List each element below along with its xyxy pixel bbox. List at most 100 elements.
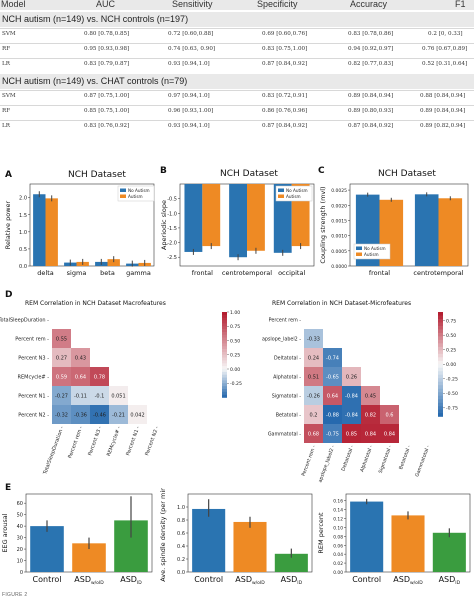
cell-value: 0.78 <box>94 374 105 380</box>
cell-value: -0.84 <box>345 412 358 418</box>
cell-value: 0.84 <box>365 431 376 437</box>
bar <box>233 521 267 572</box>
row-label: REMcycle# - <box>18 375 50 381</box>
y-tick-label: 0.10 <box>333 525 343 531</box>
y-tick-label: 0.00 <box>333 570 343 576</box>
colorbar-segment <box>438 381 443 386</box>
colorbar-segment <box>438 371 443 375</box>
col-label: Deltatotal - <box>340 444 355 472</box>
bar <box>33 194 46 266</box>
cell-value: 0.24 <box>308 355 319 361</box>
x-tick-subscript: ID <box>455 580 460 586</box>
y-axis-label: REM percent <box>317 512 325 554</box>
row-label: Percent rem - <box>269 318 302 324</box>
col-header-sensitivity: Sensitivity <box>172 0 213 9</box>
y-tick-label: 1.0 <box>177 505 185 511</box>
colorbar-segment <box>222 386 227 390</box>
legend-label: Autism <box>128 194 143 199</box>
y-tick-label: 30 <box>17 536 23 542</box>
heatmap-cell <box>90 367 109 386</box>
colorbar-segment <box>438 346 443 351</box>
heatmap-cell <box>323 405 342 424</box>
y-axis-label: Relative power <box>4 200 12 249</box>
colorbar-segment <box>438 318 443 323</box>
cell-value: 0.64 <box>327 393 338 399</box>
colorbar-segment <box>222 383 227 387</box>
colorbar-segment <box>438 332 443 337</box>
colorbar-segment <box>222 374 227 378</box>
cell-value: 0.85 <box>346 431 357 437</box>
cell-value: 0.59 <box>56 374 67 380</box>
x-tick-label: gamma <box>126 269 151 277</box>
col-header-specificity: Specificity <box>257 0 298 9</box>
y-tick-label: 0.0 <box>19 264 27 270</box>
heatmap-cell <box>52 348 71 367</box>
row-label: Gammatotal - <box>268 432 301 438</box>
col-label: apslope_label2 - <box>317 444 336 483</box>
panel-d-left-title: REM Correlation in NCH Dataset Macrofeat… <box>25 300 166 307</box>
x-tick-label: centrotemporal <box>222 269 272 277</box>
y-tick-label: 0.02 <box>333 561 343 567</box>
table-header: Model AUC Sensitivity Specificity Accura… <box>0 0 474 10</box>
y-tick-label: 1.0 <box>19 230 27 236</box>
bar <box>432 532 466 572</box>
colorbar-segment <box>438 385 443 389</box>
legend-box <box>275 185 313 202</box>
legend-label: Autism <box>364 252 379 257</box>
colorbar-tick-label: 0.75 <box>446 319 456 325</box>
figure-caption: FIGURE 2 <box>2 592 28 598</box>
table-row: LR 0.83 [0.76,0.92] 0.93 [0.94,1.0] 0.87… <box>0 120 474 134</box>
x-tick-subscript: ID <box>297 580 302 586</box>
y-tick-label: 0.4 <box>177 544 185 550</box>
y-tick-label: 50 <box>17 513 23 519</box>
colorbar-tick-label: 0.50 <box>446 333 456 339</box>
colorbar-tick-label: 0.75 <box>230 324 240 330</box>
colorbar-segment <box>438 336 443 341</box>
table-row: RF 0.95 [0.93,0.98] 0.74 [0.63, 0.90] 0.… <box>0 43 474 57</box>
bar <box>274 553 308 572</box>
heatmap-cell <box>52 367 71 386</box>
colorbar-segment <box>222 357 227 361</box>
heatmap-cell <box>323 367 342 386</box>
heatmap-cell <box>323 386 342 405</box>
heatmap-cell <box>304 386 323 405</box>
y-tick-label: -1.0 <box>167 211 177 217</box>
col-header-f1: F1 <box>455 0 466 9</box>
table-row: SVM 0.87 [0.75,1.00] 0.97 [0.94,1.0] 0.8… <box>0 90 474 104</box>
x-tick-label: centrotemporal <box>413 269 463 277</box>
colorbar-segment <box>438 329 443 334</box>
heatmap-cell <box>90 405 109 424</box>
legend-label: Autism <box>286 194 301 199</box>
colorbar-segment <box>222 329 227 333</box>
chart-e-eeg-arousal: 0 10 20 30 40 50 60 EEG arousal Control ASDw/oID A… <box>1 493 153 586</box>
colorbar-segment <box>438 353 443 358</box>
bar <box>30 526 64 572</box>
colorbar-segment <box>438 399 443 403</box>
heatmap-cell <box>342 367 361 386</box>
cell-value: 0.82 <box>365 412 376 418</box>
cell-value: -0.32 <box>55 412 68 418</box>
colorbar-tick-label: 0.00 <box>446 362 456 368</box>
heatmap-cell <box>342 424 361 443</box>
heatmap-cell <box>52 329 71 348</box>
heatmap-cell <box>304 348 323 367</box>
heatmap-cell <box>90 386 109 405</box>
table-group-title: NCH autism (n=149) vs. NCH controls (n=1… <box>0 12 474 27</box>
y-axis-label: Coupling strength (mvl) <box>319 186 327 263</box>
colorbar-segment <box>438 312 443 316</box>
y-axis-label: Aperiodic slope <box>160 200 168 250</box>
heatmap-cell <box>361 405 380 424</box>
y-tick-label: 0.12 <box>333 517 343 523</box>
colorbar-segment <box>438 374 443 379</box>
colorbar-tick-label: 0.00 <box>230 367 240 373</box>
panel-b-title: NCH Dataset <box>220 169 278 179</box>
bar <box>107 259 120 266</box>
colorbar-segment <box>222 320 227 324</box>
colorbar-segment <box>222 391 227 395</box>
y-axis-label: EEG arousal <box>1 513 9 552</box>
x-tick-subscript: w/oID <box>252 580 265 586</box>
colorbar-segment <box>222 340 227 344</box>
colorbar-segment <box>438 343 443 348</box>
colorbar-segment <box>222 360 227 364</box>
cell-value: -0.74 <box>326 355 339 361</box>
